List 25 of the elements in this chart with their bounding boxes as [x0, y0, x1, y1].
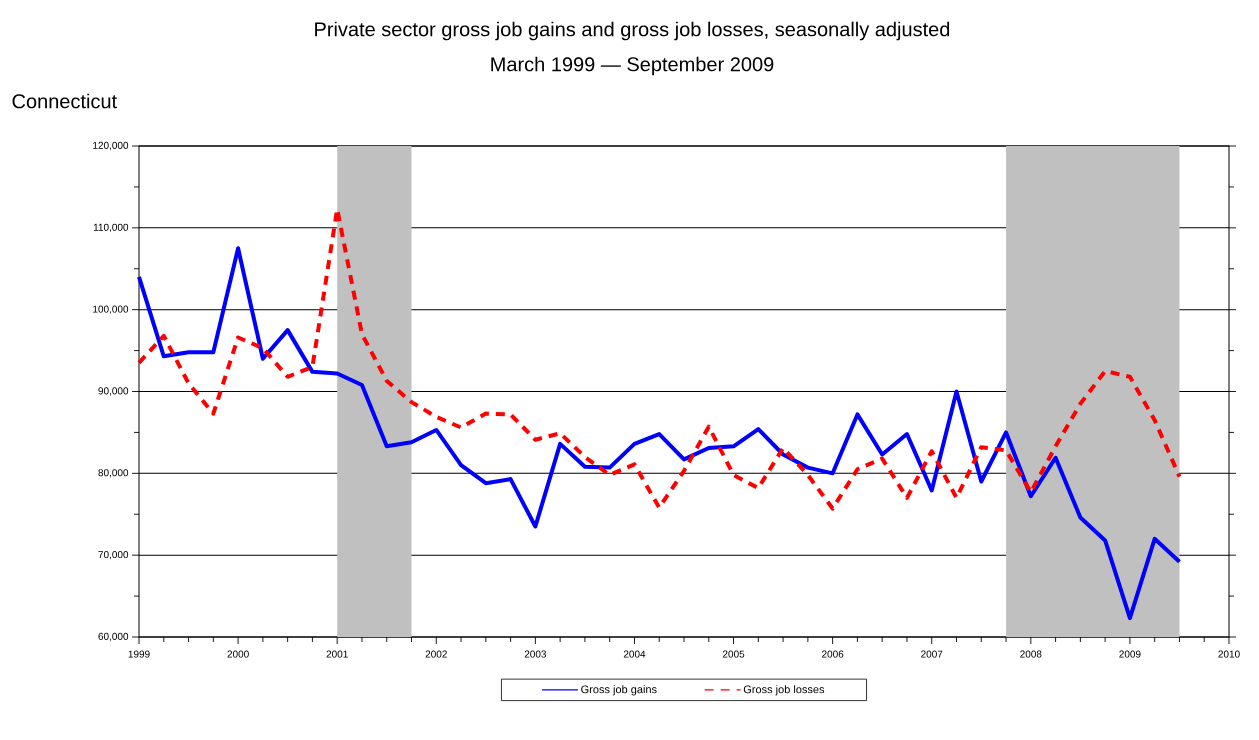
y-tick-label: 70,000 — [98, 551, 129, 560]
y-tick-label: 90,000 — [98, 387, 129, 396]
chart-title: Private sector gross job gains and gross job losses, seasonally adjusted — [315, 21, 950, 41]
y-tick-label: 120,000 — [93, 141, 129, 151]
x-tick-label: 2003 — [524, 650, 547, 658]
x-tick-label: 2002 — [425, 650, 447, 658]
x-tick-label: 2007 — [921, 650, 943, 658]
y-axis-title: Connecticut — [12, 93, 117, 109]
y-tick-label: 80,000 — [98, 469, 129, 478]
x-tick-label: 2005 — [722, 650, 745, 658]
x-tick-label: 2008 — [1020, 650, 1042, 658]
y-tick-label: 100,000 — [93, 305, 129, 314]
legend-label: Gross job gains — [581, 685, 657, 696]
x-tick-label: 2000 — [227, 650, 249, 658]
line-series — [137, 246, 1182, 621]
x-tick-label: 2009 — [1119, 650, 1141, 658]
x-tick-label: 1999 — [128, 650, 150, 658]
y-tick-label: 110,000 — [93, 223, 129, 232]
chart-subtitle: March 1999 — September 2009 — [491, 56, 774, 76]
y-tick-label: 60,000 — [98, 632, 129, 642]
x-tick-label: 2001 — [326, 650, 348, 658]
legend-label: Gross job losses — [743, 685, 825, 696]
x-tick-label: 2010 — [1218, 650, 1240, 658]
x-tick-label: 2006 — [822, 650, 844, 658]
x-tick-label: 2004 — [623, 650, 646, 658]
